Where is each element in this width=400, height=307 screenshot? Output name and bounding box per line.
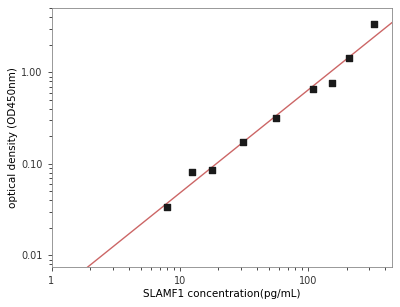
Point (346, 55, 352, 60)
Point (310, 87, 316, 92)
X-axis label: SLAMF1 concentration(pg/mL): SLAMF1 concentration(pg/mL) (143, 289, 300, 299)
Point (209, 167, 216, 172)
Point (240, 139, 246, 144)
Point (329, 81, 336, 86)
Y-axis label: optical density (OD450nm): optical density (OD450nm) (8, 67, 18, 208)
Point (189, 169, 195, 174)
Point (164, 204, 170, 209)
Point (272, 115, 279, 120)
Point (371, 21, 378, 26)
